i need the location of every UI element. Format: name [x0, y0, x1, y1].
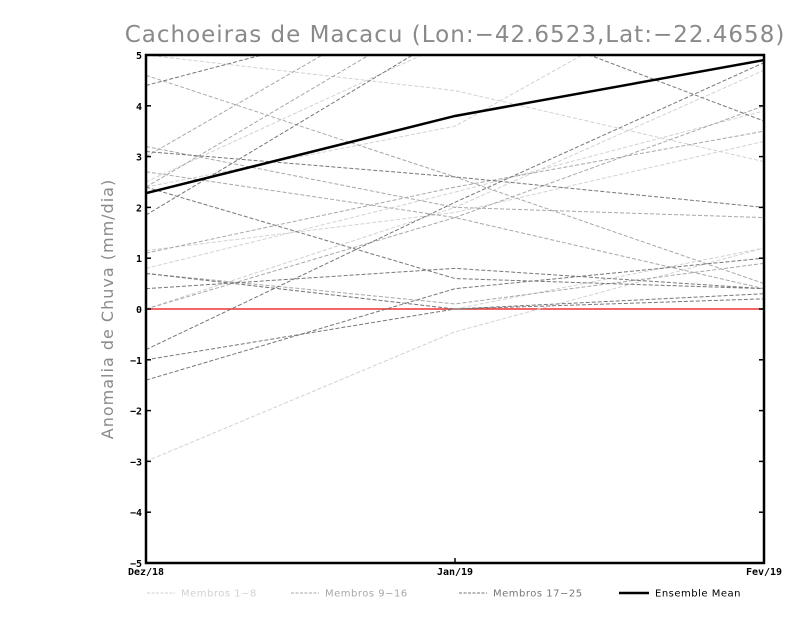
- y-tick-label: 4: [136, 102, 142, 113]
- x-tick-label: Jan/19: [437, 567, 473, 578]
- y-tick-label: 2: [136, 203, 142, 214]
- member-line-17: [146, 62, 764, 351]
- member-line-3: [146, 140, 764, 252]
- member-line-4: [146, 110, 764, 269]
- y-tick-label: −5: [130, 559, 142, 570]
- y-tick-label: −1: [130, 356, 142, 367]
- member-line-9: [146, 145, 764, 219]
- y-tick-label: 3: [136, 153, 142, 164]
- y-tick-label: −4: [130, 508, 142, 519]
- member-line-14: [146, 130, 764, 254]
- series-layer: [146, 55, 764, 462]
- ensemble-mean-line: [146, 58, 764, 195]
- legend-item-4: Ensemble Mean: [619, 589, 741, 600]
- x-tick-label: Fev/19: [746, 567, 782, 578]
- legend-item-2: Membros 9−16: [291, 589, 408, 600]
- member-line-23: [146, 151, 764, 208]
- member-line-11: [146, 74, 764, 285]
- member-line-12: [146, 217, 764, 310]
- legend-label: Ensemble Mean: [655, 589, 741, 600]
- chart-title: Cachoeiras de Macacu (Lon:−42.6523,Lat:−…: [125, 22, 786, 48]
- y-tick-label: 0: [136, 305, 142, 316]
- y-tick-label: −3: [130, 457, 142, 468]
- member-line-15: [146, 262, 764, 305]
- legend-item-3: Membros 17−25: [459, 589, 583, 600]
- y-axis-label: Anomalia de Chuva (mm/dia): [98, 179, 117, 439]
- legend-label: Membros 9−16: [325, 589, 408, 600]
- member-line-19: [146, 257, 764, 381]
- member-line-25: [146, 272, 764, 310]
- member-line-1: [146, 247, 764, 462]
- member-line-18: [146, 293, 764, 361]
- legend-label: Membros 1−8: [181, 589, 257, 600]
- member-line-21: [146, 55, 414, 216]
- legend: Membros 1−8 Membros 9−16 Membros 17−25 Ense…: [147, 589, 741, 600]
- member-line-7: [146, 55, 764, 163]
- member-line-20: [146, 267, 764, 290]
- y-tick-label: 1: [136, 254, 142, 265]
- y-tick-label: −2: [130, 407, 142, 418]
- member-line-22: [146, 186, 764, 290]
- legend-item-1: Membros 1−8: [147, 589, 257, 600]
- x-tick-label: Dez/18: [128, 567, 164, 578]
- legend-label: Membros 17−25: [493, 589, 583, 600]
- member-line-16: [146, 105, 764, 219]
- y-tick-label: 5: [136, 51, 142, 62]
